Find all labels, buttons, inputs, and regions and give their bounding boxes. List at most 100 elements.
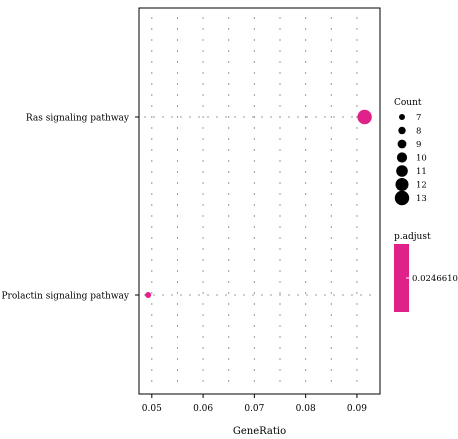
grid-dot [279,50,281,52]
grid-dot [228,325,230,327]
grid-dot [356,303,358,305]
grid-dot [202,303,204,305]
grid-dot [253,314,255,316]
grid-dot [202,61,204,63]
grid-dot [279,204,281,206]
grid-dot [253,193,255,195]
grid-dot [305,314,307,316]
grid-dot [356,138,358,140]
grid-dot [279,336,281,338]
grid-dot [305,193,307,195]
grid-dot [342,294,344,296]
y-axis: Ras signaling pathway Prolactin signaling… [1,114,139,302]
grid-dot [356,281,358,283]
grid-dot [305,369,307,371]
grid-dot [356,325,358,327]
grid-dot [253,61,255,63]
grid-dot [330,248,332,250]
grid-dot [176,28,179,30]
grid-dot [252,116,254,118]
grid-dot [176,226,179,228]
grid-dot [330,171,332,173]
grid-dot [279,294,281,296]
grid-dot [228,61,230,63]
grid-dot [356,369,358,371]
grid-dot [176,292,179,294]
grid-dot [253,380,255,382]
grid-dot [228,105,230,107]
grid-dot [151,226,153,228]
grid-dot [202,182,204,184]
grid-dot [228,28,230,30]
grid-dot [171,116,173,118]
grid-dot [176,39,179,41]
grid-dot [202,39,204,41]
grid-dot [360,294,362,296]
x-tick-label-0: 0.05 [142,404,162,414]
grid-dot [279,325,281,327]
grid-dot [279,303,281,305]
grid-dot [356,39,358,41]
grid-dot [216,294,218,296]
grid-dot [279,17,281,19]
grid-dot [228,72,230,74]
grid-dots [144,17,371,382]
grid-dot [253,72,255,74]
grid-dot [305,61,307,63]
grid-dot [176,17,179,19]
grid-dot [330,259,332,261]
grid-dot [228,358,230,360]
grid-dot [176,314,179,316]
grid-dot [330,314,332,316]
grid-dot [305,303,307,305]
grid-dot [228,171,230,173]
grid-dot [305,149,307,151]
grid-dot [234,294,236,296]
grid-dot [176,72,179,74]
grid-dot [330,39,332,41]
grid-dot [176,182,179,184]
grid-dot [356,83,358,85]
grid-dot [243,116,245,118]
grid-dot [279,138,281,140]
x-tick-label-2: 0.07 [244,404,264,414]
grid-dot [305,83,307,85]
grid-dot [356,72,358,74]
grid-dot [202,369,204,371]
grid-dot [279,237,281,239]
grid-dot [279,160,281,162]
grid-dot [228,127,230,129]
grid-dot [356,270,358,272]
grid-dot [216,116,218,118]
grid-dot [324,116,326,118]
grid-dot [228,303,230,305]
grid-dot [176,215,179,217]
grid-dot [297,116,299,118]
grid-dot [180,116,182,118]
grid-dot [279,380,281,382]
grid-dot [330,281,332,283]
grid-dot [351,116,353,118]
grid-dot [261,116,263,118]
grid-dot [288,294,290,296]
grid-dot [228,248,230,250]
grid-dot [356,17,358,19]
grid-dot [151,72,153,74]
grid-dot [305,127,307,129]
grid-dot [305,39,307,41]
grid-dot [176,325,179,327]
grid-dot [330,358,332,360]
x-tick-label-4: 0.09 [347,404,367,414]
grid-dot [270,116,272,118]
grid-dot [279,358,281,360]
grid-dot [228,292,230,294]
grid-dot [330,292,332,294]
grid-dot [176,347,179,349]
grid-dot [151,270,153,272]
grid-dot [305,94,307,96]
grid-dot [228,270,230,272]
grid-dot [288,116,290,118]
x-tick-label-1: 0.06 [193,404,213,414]
x-axis-title: GeneRatio [233,426,286,437]
data-point-0 [357,109,372,125]
